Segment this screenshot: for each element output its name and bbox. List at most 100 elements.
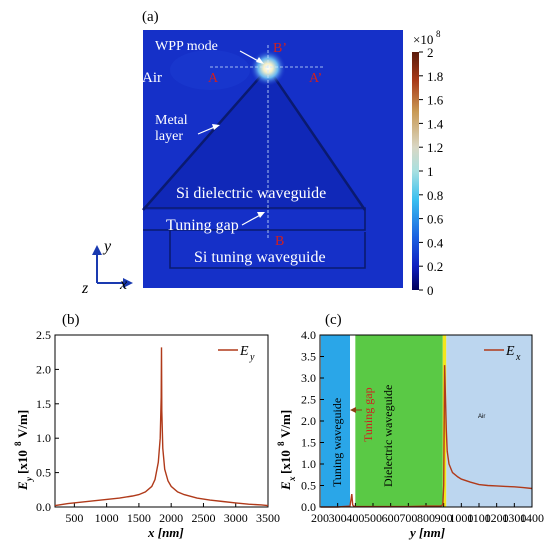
colorbar-tick-label: 1.6 (427, 93, 444, 108)
x-tick-label: 1500 (127, 511, 151, 525)
metal-triangle-fill (143, 68, 365, 210)
legend-c-sub: x (515, 352, 521, 363)
axis-z-label: z (81, 280, 89, 297)
colorbar-tick-label: 0.8 (427, 188, 443, 203)
series-line (320, 365, 533, 508)
region-air-label: Air (478, 414, 485, 420)
x-tick-label: 500 (65, 511, 83, 525)
ylabel-c-unit: V/m] (278, 410, 293, 438)
colorbar-ticks: 2 1.8 1.6 1.4 1.2 1 0.8 0.6 0.4 0.2 0 (419, 45, 444, 298)
colorbar-unit: ×10 (413, 32, 433, 47)
colorbar-tick-label: 0.6 (427, 212, 444, 227)
colorbar-tick-label: 2 (427, 45, 434, 60)
region-tuning-gap-label: Tuning gap (361, 387, 375, 442)
y-tick-label: 3.5 (301, 350, 316, 364)
series-line (54, 347, 269, 507)
y-tick-label: 2.0 (36, 362, 51, 376)
colorbar-tick-label: 1.2 (427, 140, 443, 155)
region-dielectric-label: Dielectric waveguide (381, 385, 395, 487)
region-band (355, 335, 443, 507)
x-tick-label: 200 (311, 511, 329, 525)
x-tick-label: 1200 (485, 511, 509, 525)
si-tuning-label: Si tuning waveguide (194, 249, 326, 266)
ylabel-b-rest: [x10 (15, 450, 30, 474)
wpp-arrowhead (256, 57, 264, 64)
y-tick-label: 2.5 (301, 393, 316, 407)
y-tick-label: 0.5 (301, 479, 316, 493)
plot-c-frame (319, 334, 533, 508)
ylabel-b-main: E (15, 481, 30, 491)
x-tick-label: 1000 (449, 511, 473, 525)
panel-c-label: (c) (325, 312, 342, 328)
y-tick-label: 1.0 (36, 431, 51, 445)
legend-c-label: E (505, 344, 515, 359)
label-b-prime: B’ (273, 41, 287, 56)
label-a: A (208, 71, 219, 86)
ylabel-c: E x [x10 8 V/m] (276, 410, 297, 491)
si-dielectric-label: Si dielectric waveguide (176, 185, 326, 202)
y-tick-label: 1.0 (301, 457, 316, 471)
axis-x-label: x (119, 276, 127, 293)
ylabel-b-unit: V/m] (15, 410, 30, 438)
wpp-mode-label: WPP mode (155, 39, 218, 54)
x-tick-label: 400 (346, 511, 364, 525)
metal-label-1: Metal (155, 113, 188, 128)
x-tick-label: 2500 (191, 511, 215, 525)
x-tick-label: 2000 (159, 511, 183, 525)
ylabel-c-exp: 8 (276, 441, 286, 446)
y-tick-label: 2.5 (36, 328, 51, 342)
y-tick-label: 0.0 (36, 500, 51, 514)
y-tick-label: 2.0 (301, 414, 316, 428)
ylabel-c-main: E (278, 481, 293, 491)
panel-b-label: (b) (62, 312, 80, 328)
colorbar-tick-label: 1 (427, 164, 434, 179)
y-tick-label: 0.0 (301, 500, 316, 514)
metal-label-2: layer (155, 129, 183, 144)
plot-b-content: 500 1000 1500 2000 2500 3000 3500 0.0 0.5 1.0 1.5 2… (36, 328, 280, 525)
panel-a: (a) WPP mode B’ Air A A’ Metal layer Si … (81, 9, 444, 298)
colorbar-tick-label: 1.8 (427, 69, 443, 84)
x-tick-label: 3000 (224, 511, 248, 525)
colorbar (412, 52, 419, 290)
y-tick-label: 4.0 (301, 328, 316, 342)
panel-c: (c) 200 300 400 500 600 700 800 900100011001200… (276, 312, 544, 540)
ylabel-c-sub: x (287, 476, 297, 482)
gap-arrow (241, 213, 263, 226)
ylabel-b: E y [x10 8 V/m] (13, 410, 34, 491)
x-tick-label: 800 (417, 511, 435, 525)
x-tick-label: 1300 (502, 511, 526, 525)
label-b: B (275, 234, 284, 249)
field-variation (170, 50, 250, 90)
region-band (350, 335, 356, 507)
metal-arrowhead (212, 124, 220, 130)
axis-indicator: y x z (81, 238, 133, 297)
xlabel-c: y [nm] (408, 525, 445, 540)
x-tick-label: 700 (399, 511, 417, 525)
x-tick-label: 1100 (467, 511, 491, 525)
air-label: Air (142, 70, 162, 86)
y-tick-label: 1.5 (301, 436, 316, 450)
y-tick-label: 0.5 (36, 466, 51, 480)
plot-c-content: 200 300 400 500 600 700 800 9001000110012001300… (301, 328, 544, 525)
gap-pointer-head (350, 407, 356, 413)
region-band (320, 335, 351, 507)
x-tick-label: 1400 (520, 511, 544, 525)
tuning-gap-label: Tuning gap (166, 217, 239, 234)
panel-b: (b) 500 1000 1500 2000 2500 3000 3500 0.0 0.5 1.0… (13, 312, 280, 540)
panel-a-label: (a) (142, 9, 159, 25)
colorbar-tick-label: 0.2 (427, 259, 443, 274)
colorbar-tick-label: 0 (427, 283, 434, 298)
legend-b-sub: y (249, 352, 255, 363)
colorbar-tick-label: 1.4 (427, 116, 444, 131)
ylabel-b-exp: 8 (13, 441, 23, 446)
region-tuning-waveguide-label: Tuning waveguide (330, 398, 344, 487)
colorbar-exponent: 8 (436, 29, 441, 39)
x-tick-label: 900 (435, 511, 453, 525)
x-tick-label: 1000 (95, 511, 119, 525)
gap-arrowhead (257, 212, 265, 218)
ylabel-b-sub: y (24, 476, 34, 482)
legend-b-label: E (239, 344, 249, 359)
x-tick-label: 600 (382, 511, 400, 525)
x-tick-label: 300 (329, 511, 347, 525)
